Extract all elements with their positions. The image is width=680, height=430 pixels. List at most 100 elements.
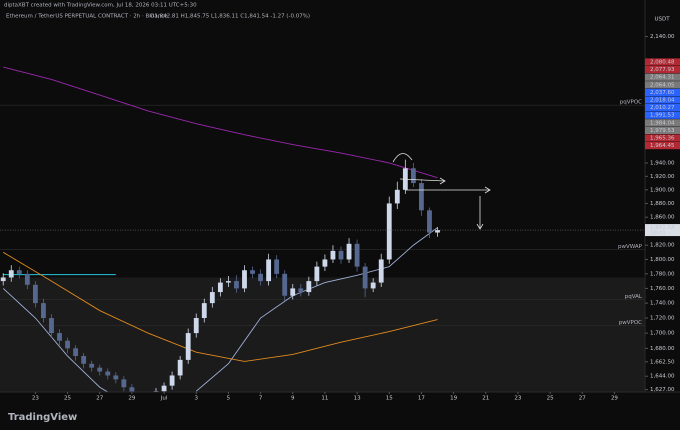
arrow bbox=[399, 177, 446, 185]
level-label: pwVPOC bbox=[619, 320, 642, 326]
candle-body bbox=[97, 367, 103, 372]
candle-body bbox=[435, 230, 440, 233]
price-tag-label: 1,979.53 bbox=[650, 128, 675, 134]
candle-body bbox=[81, 356, 87, 364]
candle-body bbox=[234, 281, 239, 289]
x-tick-label: 17 bbox=[418, 396, 425, 402]
y-tick-label: 1,860.00 bbox=[650, 215, 675, 221]
price-tag bbox=[645, 73, 680, 81]
y-tick-label: 1,720.00 bbox=[650, 316, 675, 322]
candle-body bbox=[242, 270, 247, 289]
candle-body bbox=[225, 281, 231, 283]
countdown: 18:01 bbox=[650, 231, 666, 237]
last-price-tag bbox=[645, 224, 680, 237]
candle-body bbox=[16, 270, 22, 274]
x-tick-label: 25 bbox=[547, 396, 554, 402]
candle-body bbox=[410, 168, 416, 184]
y-tick-label: 1,644.00 bbox=[650, 374, 675, 380]
last-price-label: 1,841.54 bbox=[650, 225, 675, 231]
price-tag bbox=[645, 58, 680, 66]
arrow bbox=[476, 196, 484, 230]
ma-line bbox=[2, 288, 109, 392]
price-tag bbox=[645, 111, 680, 119]
candle-body bbox=[394, 189, 400, 204]
candle-body bbox=[121, 379, 127, 388]
candle-body bbox=[378, 259, 384, 283]
x-tick-label: 27 bbox=[96, 396, 103, 402]
candle-body bbox=[370, 282, 376, 289]
price-tag-label: 1,984.04 bbox=[650, 120, 675, 126]
price-tag bbox=[645, 142, 680, 150]
ma-line bbox=[3, 66, 438, 179]
candle-body bbox=[354, 243, 360, 267]
price-tag-label: 2,064.05 bbox=[650, 82, 675, 88]
candle-body bbox=[266, 259, 272, 282]
candle-body bbox=[322, 259, 328, 267]
y-tick-label: 1,662.50 bbox=[650, 359, 675, 365]
y-tick-label: 1,940.00 bbox=[650, 160, 675, 166]
candle-body bbox=[41, 303, 46, 319]
candle-body bbox=[306, 281, 312, 293]
x-tick-label: 29 bbox=[611, 396, 618, 402]
candle-body bbox=[217, 282, 223, 293]
candle-body bbox=[193, 318, 199, 334]
price-tag-label: 1,964.45 bbox=[650, 143, 675, 149]
candle-body bbox=[290, 288, 296, 296]
x-tick-label: 13 bbox=[354, 396, 361, 402]
price-tag bbox=[645, 66, 680, 74]
candle-body bbox=[419, 183, 424, 211]
credit: diptaXBT created with TradingView.com, J… bbox=[4, 3, 197, 9]
candle-body bbox=[209, 292, 215, 304]
y-tick-label: 1,920.00 bbox=[650, 174, 675, 180]
x-tick-label: 23 bbox=[32, 396, 39, 402]
price-tag-label: 2,080.48 bbox=[650, 60, 675, 66]
x-tick-label: 15 bbox=[386, 396, 393, 402]
candle-body bbox=[346, 243, 352, 260]
candle-body bbox=[427, 210, 432, 233]
x-tick-label: Jul bbox=[160, 396, 168, 402]
y-tick-label: 1,760.00 bbox=[650, 286, 675, 292]
y-tick-label: 1,800.00 bbox=[650, 257, 675, 263]
candle-body bbox=[129, 387, 135, 392]
arrow bbox=[405, 186, 491, 194]
price-tag-label: 2,077.93 bbox=[650, 67, 675, 73]
ma-line bbox=[195, 227, 438, 392]
candle-body bbox=[250, 270, 255, 274]
candle-body bbox=[314, 266, 320, 282]
candle-body bbox=[49, 318, 54, 334]
plot-area bbox=[0, 66, 645, 392]
x-tick-label: 21 bbox=[482, 396, 489, 402]
price-tag bbox=[645, 104, 680, 112]
y-tick-label: 1,740.00 bbox=[650, 301, 675, 307]
candle-body bbox=[386, 203, 392, 260]
ohlc: O1,842.81 H1,845.75 L1,836.11 C1,841.54 … bbox=[150, 14, 310, 20]
candle-body bbox=[298, 288, 304, 293]
candle-body bbox=[161, 385, 167, 392]
x-tick-label: 3 bbox=[194, 396, 198, 402]
price-tag-label: 1,991.53 bbox=[650, 113, 675, 119]
x-tick-label: 27 bbox=[579, 396, 586, 402]
x-tick-label: 7 bbox=[259, 396, 263, 402]
y-tick-label: 1,780.00 bbox=[650, 271, 675, 277]
symbol: Ethereum / TetherUS PERPETUAL CONTRACT ·… bbox=[6, 14, 168, 20]
ma-line bbox=[2, 251, 438, 362]
candle-body bbox=[330, 250, 336, 260]
y-tick-label: 1,627.00 bbox=[650, 387, 675, 393]
arrow bbox=[392, 153, 413, 163]
candle-body bbox=[282, 273, 288, 296]
candle-body bbox=[113, 375, 119, 380]
x-tick-label: 23 bbox=[514, 396, 521, 402]
y-tick-label: 1,900.00 bbox=[650, 187, 675, 193]
candle-body bbox=[338, 250, 344, 260]
candle-body bbox=[105, 371, 111, 376]
candle-body bbox=[274, 259, 280, 274]
price-tag-label: 2,018.04 bbox=[650, 98, 675, 104]
price-tag bbox=[645, 134, 680, 142]
x-tick-label: 11 bbox=[321, 396, 328, 402]
price-tag-label: 2,010.27 bbox=[650, 105, 675, 111]
candle-body bbox=[89, 363, 95, 368]
candle-body bbox=[24, 273, 30, 285]
candle-body bbox=[258, 273, 263, 282]
